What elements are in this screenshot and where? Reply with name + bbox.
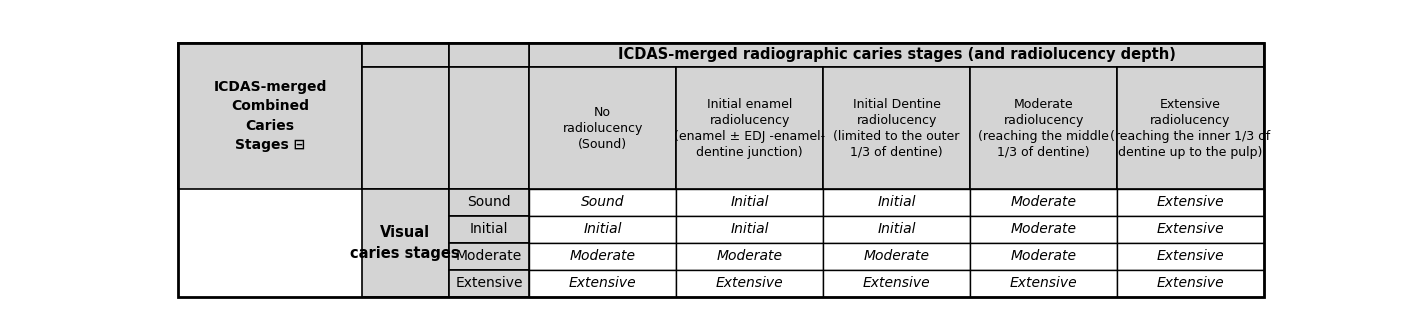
Bar: [1117, 243, 1263, 270]
Text: Initial enamel
radiolucency
(enamel ± EDJ -enamel-
dentine junction): Initial enamel radiolucency (enamel ± ED…: [674, 97, 826, 159]
Text: Moderate: Moderate: [456, 249, 522, 263]
Text: Extensive
radiolucency
(reaching the inner 1/3 of
dentine up to the pulp): Extensive radiolucency (reaching the inn…: [1110, 97, 1271, 159]
Text: Visual
caries stages: Visual caries stages: [350, 225, 460, 261]
Bar: [529, 189, 677, 216]
Bar: [529, 270, 677, 297]
Bar: [677, 67, 823, 189]
Text: Initial: Initial: [584, 222, 622, 236]
Text: Extensive: Extensive: [1157, 196, 1224, 209]
Bar: [529, 43, 1263, 67]
Text: Extensive: Extensive: [862, 276, 930, 290]
Text: Extensive: Extensive: [1157, 276, 1224, 290]
Bar: [449, 43, 529, 67]
Bar: [1117, 216, 1263, 243]
Text: No
radiolucency
(Sound): No radiolucency (Sound): [563, 106, 643, 151]
Text: Extensive: Extensive: [568, 276, 636, 290]
Text: Sound: Sound: [581, 196, 625, 209]
Bar: [969, 270, 1117, 297]
Bar: [677, 189, 823, 216]
Bar: [529, 243, 677, 270]
Text: Initial: Initial: [878, 222, 916, 236]
Text: ICDAS-merged radiographic caries stages (and radiolucency depth): ICDAS-merged radiographic caries stages …: [618, 47, 1176, 62]
Text: Extensive: Extensive: [716, 276, 784, 290]
Text: Moderate: Moderate: [570, 249, 636, 263]
Bar: [449, 243, 529, 270]
Bar: [449, 270, 529, 297]
Text: Extensive: Extensive: [1157, 249, 1224, 263]
Text: Extensive: Extensive: [1010, 276, 1078, 290]
Bar: [823, 270, 969, 297]
Bar: [823, 216, 969, 243]
Text: Initial Dentine
radiolucency
(limited to the outer
1/3 of dentine): Initial Dentine radiolucency (limited to…: [833, 97, 960, 159]
Text: ICDAS-merged
Combined
Caries
Stages ⊟: ICDAS-merged Combined Caries Stages ⊟: [214, 80, 326, 152]
Bar: [362, 67, 449, 189]
Text: Moderate: Moderate: [716, 249, 782, 263]
Bar: [969, 189, 1117, 216]
Bar: [449, 67, 529, 189]
Bar: [969, 243, 1117, 270]
Bar: [677, 270, 823, 297]
Bar: [529, 67, 677, 189]
Text: Sound: Sound: [467, 196, 511, 209]
Bar: [1117, 67, 1263, 189]
Bar: [677, 216, 823, 243]
Bar: [362, 43, 449, 67]
Text: Moderate
radiolucency
(reaching the middle
1/3 of dentine): Moderate radiolucency (reaching the midd…: [978, 97, 1109, 159]
Bar: [1117, 270, 1263, 297]
Text: Moderate: Moderate: [1010, 222, 1076, 236]
Text: Initial: Initial: [730, 196, 770, 209]
Text: Extensive: Extensive: [1157, 222, 1224, 236]
Bar: [969, 216, 1117, 243]
Text: Moderate: Moderate: [1010, 196, 1076, 209]
Bar: [449, 189, 529, 216]
Bar: [529, 216, 677, 243]
Bar: [823, 67, 969, 189]
Bar: [449, 216, 529, 243]
Text: Moderate: Moderate: [864, 249, 930, 263]
Text: Initial: Initial: [730, 222, 770, 236]
Bar: [969, 67, 1117, 189]
Text: Moderate: Moderate: [1010, 249, 1076, 263]
Bar: [362, 189, 449, 297]
Bar: [179, 43, 362, 189]
Text: Initial: Initial: [470, 222, 508, 236]
Text: Extensive: Extensive: [456, 276, 523, 290]
Text: Initial: Initial: [878, 196, 916, 209]
Bar: [677, 243, 823, 270]
Bar: [1117, 189, 1263, 216]
Bar: [823, 243, 969, 270]
Bar: [823, 189, 969, 216]
